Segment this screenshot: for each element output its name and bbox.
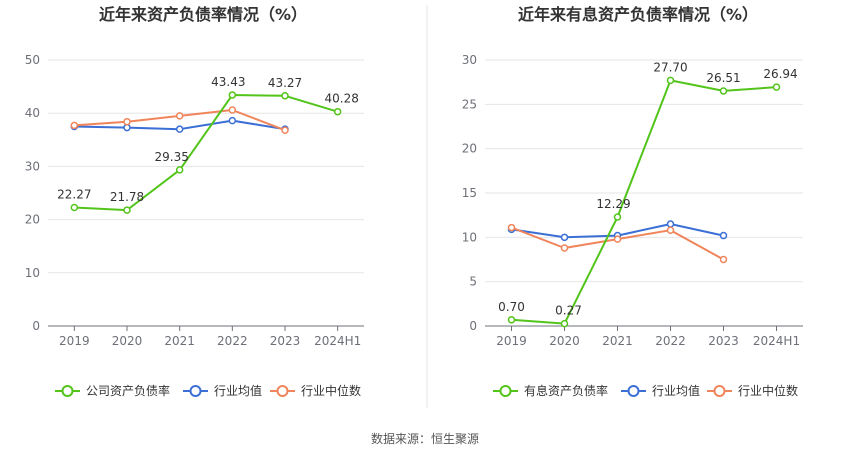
- x-tick-label: 2021: [602, 334, 633, 348]
- legend-swatch-marker: [627, 385, 640, 397]
- series-line: [511, 79, 777, 325]
- data-point: [613, 213, 622, 221]
- y-tick-label: 30: [25, 159, 40, 173]
- data-point: [666, 76, 675, 85]
- x-tick-label: 2019: [59, 334, 90, 348]
- data-source-note: 数据来源：恒生聚源: [371, 431, 479, 446]
- data-label: 43.27: [268, 76, 302, 90]
- data-point: [123, 206, 131, 214]
- data-point: [175, 125, 184, 133]
- data-point: [560, 319, 569, 328]
- interest-bearing-liability-chart: 近年来有息资产负债率情况（%） 0 5 10 15 20 25 30 2019 2020 2021 2…: [462, 5, 803, 398]
- data-point: [666, 226, 675, 234]
- data-point: [175, 166, 184, 174]
- y-tick-label: 0: [469, 319, 477, 333]
- x-tick-label: 2020: [112, 334, 143, 348]
- data-label: 26.94: [763, 67, 797, 81]
- y-tick-label: 0: [32, 319, 40, 333]
- y-tick-label: 10: [25, 266, 40, 280]
- legend-swatch-marker: [61, 385, 74, 397]
- data-label: 0.27: [555, 304, 582, 318]
- data-point: [719, 87, 728, 95]
- data-point: [560, 244, 569, 252]
- data-point: [228, 116, 237, 125]
- data-point: [281, 126, 289, 134]
- data-point: [228, 106, 237, 114]
- data-point: [123, 123, 131, 132]
- x-tick-label: 2023: [270, 334, 301, 348]
- data-label: 27.70: [653, 60, 687, 74]
- x-tick-label: 2024H1: [753, 334, 800, 348]
- y-tick-label: 5: [469, 275, 477, 289]
- chart-title: 近年来有息资产负债率情况（%）: [518, 5, 758, 24]
- data-label: 21.78: [110, 190, 144, 204]
- data-label: 22.27: [57, 188, 91, 202]
- chart-title: 近年来资产负债率情况（%）: [99, 5, 307, 24]
- y-tick-label: 20: [25, 213, 40, 227]
- legend-label: 公司资产负债率: [86, 383, 170, 398]
- data-label: 0.70: [498, 300, 525, 314]
- data-point: [719, 231, 728, 240]
- legend-swatch-marker: [499, 385, 512, 397]
- legend-swatch-marker: [276, 385, 289, 397]
- x-tick-label: 2024H1: [314, 334, 361, 348]
- data-label: 43.43: [211, 75, 245, 89]
- data-point: [70, 121, 79, 130]
- data-point: [333, 107, 342, 116]
- x-tick-label: 2022: [217, 334, 248, 348]
- x-tick-label: 2020: [549, 334, 580, 348]
- data-point: [281, 92, 289, 100]
- legend-label: 行业均值: [652, 383, 700, 398]
- data-label: 29.35: [154, 150, 188, 164]
- y-tick-label: 50: [25, 53, 40, 67]
- data-point: [560, 233, 569, 242]
- data-label: 40.28: [324, 92, 358, 106]
- x-tick-label: 2023: [708, 334, 739, 348]
- asset-liability-chart: 近年来资产负债率情况（%） 0 10 20 30 40 50 2019 2020 2021 2022…: [25, 5, 364, 398]
- data-point: [507, 223, 516, 232]
- legend-label: 行业中位数: [738, 383, 798, 398]
- data-point: [666, 220, 675, 228]
- series-line: [74, 94, 338, 212]
- data-point: [175, 112, 184, 120]
- data-point: [123, 117, 131, 126]
- y-tick-label: 25: [462, 97, 477, 111]
- data-point: [613, 235, 622, 243]
- legend-label: 行业均值: [214, 383, 262, 398]
- data-point: [772, 83, 781, 91]
- data-point: [228, 91, 237, 99]
- legend-swatch-marker: [189, 385, 202, 397]
- y-tick-label: 20: [462, 142, 477, 156]
- data-point: [719, 255, 728, 264]
- legend-label: 有息资产负债率: [524, 383, 608, 398]
- data-label: 26.51: [706, 71, 740, 85]
- x-tick-label: 2022: [655, 334, 686, 348]
- x-tick-label: 2019: [496, 334, 527, 348]
- legend-label: 行业中位数: [301, 383, 361, 398]
- data-point: [70, 203, 79, 212]
- legend-swatch-marker: [713, 385, 726, 397]
- data-label: 12.29: [596, 197, 630, 211]
- y-tick-label: 30: [462, 53, 477, 67]
- data-point: [507, 316, 516, 324]
- y-tick-label: 15: [462, 186, 477, 200]
- x-tick-label: 2021: [164, 334, 195, 348]
- y-tick-label: 10: [462, 230, 477, 244]
- y-tick-label: 40: [25, 106, 40, 120]
